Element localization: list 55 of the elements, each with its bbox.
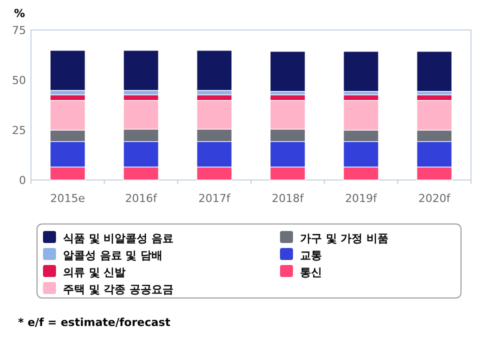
bar xyxy=(196,50,232,91)
bar xyxy=(343,51,379,92)
bar xyxy=(123,141,159,168)
bar xyxy=(196,100,232,130)
x-tick-label: 2019f xyxy=(345,192,378,205)
bar xyxy=(270,94,306,101)
bar xyxy=(416,51,452,92)
bar xyxy=(123,94,159,101)
bar xyxy=(50,50,86,91)
bar xyxy=(343,141,379,168)
bar xyxy=(343,166,379,180)
bar xyxy=(196,94,232,101)
x-tick-label: 2015e xyxy=(50,192,86,205)
bar xyxy=(416,100,452,131)
bar xyxy=(416,141,452,168)
y-tick-label: 0 xyxy=(19,174,26,187)
legend-label: 통신 xyxy=(300,266,322,279)
bar xyxy=(123,100,159,130)
bar xyxy=(50,130,86,142)
bar xyxy=(123,128,159,142)
y-tick-label: 75 xyxy=(12,24,26,37)
bar xyxy=(50,94,86,101)
bar xyxy=(196,141,232,168)
bar xyxy=(416,166,452,180)
legend-label: 주택 및 각종 공공요금 xyxy=(63,283,174,296)
bar xyxy=(270,51,306,92)
y-axis-title: % xyxy=(14,7,26,20)
bar xyxy=(343,100,379,131)
bar xyxy=(343,94,379,101)
bar xyxy=(50,166,86,180)
legend-label: 알콜성 음료 및 담배 xyxy=(63,249,162,262)
bar xyxy=(123,166,159,180)
x-tick-label: 2016f xyxy=(125,192,158,205)
legend-label: 식품 및 비알콜성 음료 xyxy=(63,232,174,245)
bar xyxy=(123,50,159,91)
y-tick-label: 50 xyxy=(12,74,26,87)
bar xyxy=(270,166,306,180)
y-tick-label: 25 xyxy=(12,124,26,137)
legend-label: 가구 및 가정 비품 xyxy=(300,232,388,245)
bar xyxy=(196,166,232,180)
x-tick-label: 2018f xyxy=(272,192,305,205)
bar xyxy=(270,128,306,142)
bar xyxy=(270,100,306,130)
bar xyxy=(270,141,306,168)
text: * e/f = estimate/forecast xyxy=(18,316,170,329)
bar xyxy=(416,130,452,142)
legend-label: 교통 xyxy=(300,249,322,262)
bar xyxy=(196,128,232,142)
bar xyxy=(416,94,452,101)
bar xyxy=(50,100,86,131)
x-tick-label: 2020f xyxy=(418,192,452,205)
bar xyxy=(50,141,86,168)
legend-label: 의류 및 신발 xyxy=(63,266,126,279)
bar xyxy=(343,130,379,142)
x-tick-label: 2017f xyxy=(198,192,232,205)
